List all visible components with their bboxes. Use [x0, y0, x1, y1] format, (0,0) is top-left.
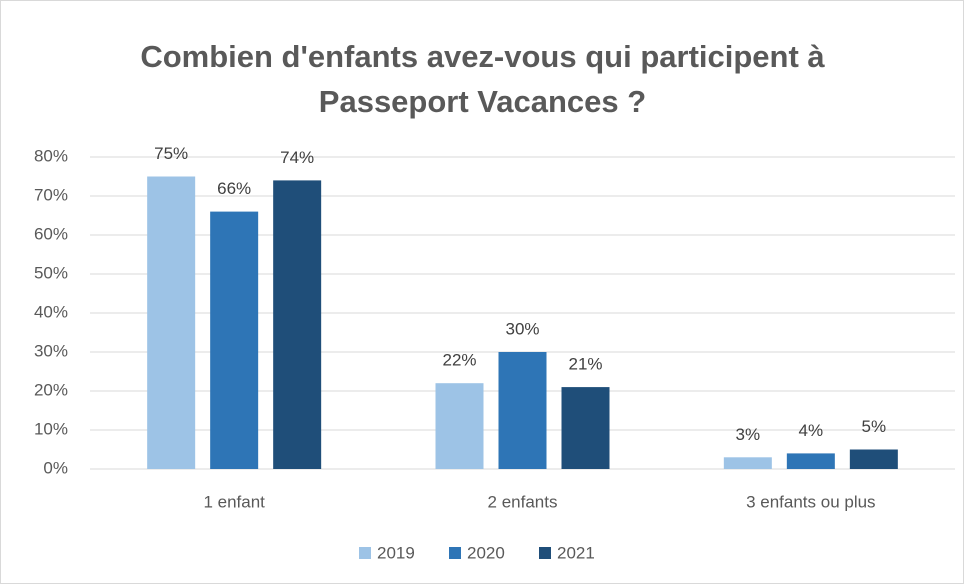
chart-title: Combien d'enfants avez-vous qui particip…: [140, 39, 825, 119]
data-label: 3%: [736, 425, 761, 444]
bar: [561, 387, 610, 469]
y-tick-label: 10%: [34, 419, 68, 438]
bar: [147, 176, 196, 469]
y-tick-label: 0%: [43, 458, 68, 477]
bar: [849, 449, 898, 469]
y-tick-label: 30%: [34, 341, 68, 360]
legend-label: 2021: [557, 543, 595, 562]
legend-swatch: [449, 547, 461, 559]
y-tick-label: 60%: [34, 224, 68, 243]
y-tick-label: 50%: [34, 263, 68, 282]
y-tick-label: 40%: [34, 302, 68, 321]
x-tick-label: 3 enfants ou plus: [746, 492, 875, 511]
data-label: 5%: [862, 417, 887, 436]
bar: [435, 383, 484, 469]
bar: [498, 352, 547, 469]
data-label: 4%: [799, 421, 824, 440]
x-tick-label: 2 enfants: [488, 492, 558, 511]
data-label: 21%: [568, 355, 602, 374]
bar: [273, 180, 322, 469]
legend-label: 2019: [377, 543, 415, 562]
y-tick-label: 80%: [34, 146, 68, 165]
data-label: 66%: [217, 179, 251, 198]
data-label: 75%: [154, 144, 188, 163]
x-tick-label: 1 enfant: [203, 492, 265, 511]
bar: [210, 211, 259, 469]
data-label: 22%: [442, 351, 476, 370]
y-tick-label: 70%: [34, 185, 68, 204]
data-label: 30%: [505, 319, 539, 338]
data-label: 74%: [280, 148, 314, 167]
legend-swatch: [359, 547, 371, 559]
y-tick-label: 20%: [34, 380, 68, 399]
legend-label: 2020: [467, 543, 505, 562]
bar: [786, 453, 835, 469]
legend-swatch: [539, 547, 551, 559]
bar: [723, 457, 772, 469]
